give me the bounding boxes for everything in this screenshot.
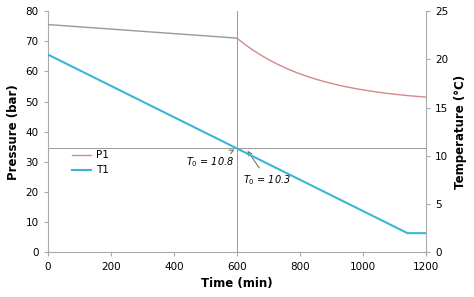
Legend: P1, T1: P1, T1 bbox=[68, 146, 113, 180]
Text: $T_0$ = 10.8: $T_0$ = 10.8 bbox=[186, 150, 235, 169]
Y-axis label: Temperature (°C): Temperature (°C) bbox=[454, 75, 467, 189]
Text: $T_0$ = 10.3: $T_0$ = 10.3 bbox=[243, 152, 292, 187]
Y-axis label: Pressure (bar): Pressure (bar) bbox=[7, 84, 20, 180]
X-axis label: Time (min): Time (min) bbox=[201, 277, 273, 290]
